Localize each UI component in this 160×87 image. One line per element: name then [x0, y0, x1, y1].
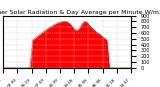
- Title: Milwaukee Weather Solar Radiation & Day Average per Minute W/m2 (Today): Milwaukee Weather Solar Radiation & Day …: [0, 10, 160, 15]
